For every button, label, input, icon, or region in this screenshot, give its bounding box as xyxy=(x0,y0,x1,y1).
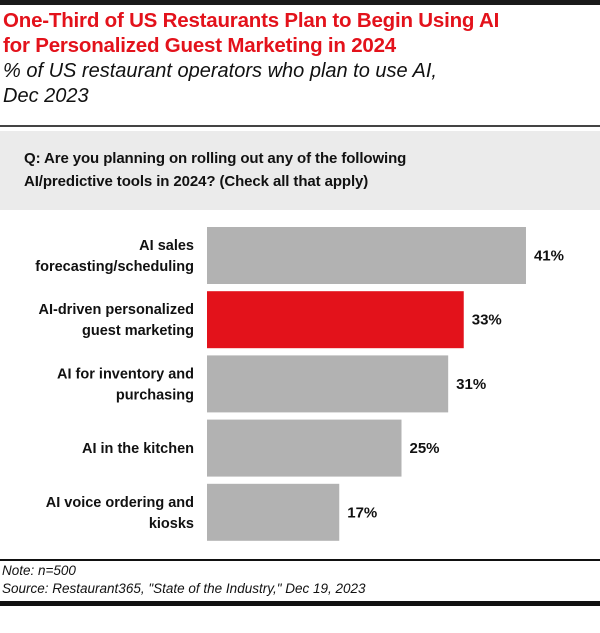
bar xyxy=(207,483,340,541)
value-label: 17% xyxy=(347,504,377,521)
category-label: AI voice ordering and xyxy=(46,495,194,511)
category-label: AI-driven personalized xyxy=(38,302,194,318)
category-label: guest marketing xyxy=(82,323,194,339)
category-label: kiosks xyxy=(149,516,194,532)
footer-divider xyxy=(0,559,600,561)
bar-group: AI sales forecasting/scheduling 41% xyxy=(35,227,564,284)
chart-subtitle: % of US restaurant operators who plan to… xyxy=(3,59,598,109)
question-box: Q: Are you planning on rolling out any o… xyxy=(0,131,600,210)
note-text: Note: n=500 xyxy=(2,563,76,578)
survey-question-line-1: Q: Are you planning on rolling out any o… xyxy=(24,150,407,167)
header-divider xyxy=(0,125,600,127)
bar-group: AI for inventory and purchasing 31% xyxy=(57,355,486,413)
value-label: 31% xyxy=(456,376,486,393)
bar xyxy=(207,355,449,413)
top-rule xyxy=(0,0,600,5)
bar-group: AI-driven personalized guest marketing 33% xyxy=(38,291,502,349)
bar-highlighted xyxy=(207,291,464,349)
value-label: 33% xyxy=(472,312,502,329)
bar xyxy=(207,227,526,284)
bar-group: AI in the kitchen 25% xyxy=(82,419,440,477)
survey-question: Q: Are you planning on rolling out any o… xyxy=(24,147,584,193)
value-label: 25% xyxy=(410,440,440,457)
value-label: 41% xyxy=(534,248,564,265)
bar xyxy=(207,419,402,477)
chart-title-line-1: One-Third of US Restaurants Plan to Begi… xyxy=(3,9,500,32)
chart-title: One-Third of US Restaurants Plan to Begi… xyxy=(3,8,598,58)
category-label: AI sales xyxy=(139,238,194,254)
source-text: Source: Restaurant365, "State of the Ind… xyxy=(2,581,366,596)
bar-group: AI voice ordering and kiosks 17% xyxy=(46,483,377,541)
category-label: purchasing xyxy=(116,387,194,403)
footer-notes: Note: n=500 Source: Restaurant365, "Stat… xyxy=(2,562,598,598)
category-label: forecasting/scheduling xyxy=(35,259,194,275)
category-label: AI for inventory and xyxy=(57,366,194,382)
bottom-rule xyxy=(0,601,600,606)
chart-subtitle-line-2: Dec 2023 xyxy=(3,85,89,107)
category-label: AI in the kitchen xyxy=(82,441,194,457)
bar-chart: AI sales forecasting/scheduling 41% AI-driv… xyxy=(35,227,564,541)
chart-title-line-2: for Personalized Guest Marketing in 2024 xyxy=(3,34,397,57)
chart-subtitle-line-1: % of US restaurant operators who plan to… xyxy=(3,60,437,82)
survey-question-line-2: AI/predictive tools in 2024? (Check all … xyxy=(24,173,369,190)
